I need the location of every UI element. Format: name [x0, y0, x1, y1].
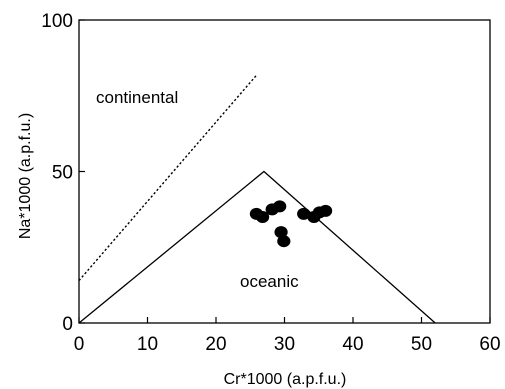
y-tick-label: 0: [62, 314, 73, 335]
oceanic-boundary-line: [78, 170, 436, 324]
y-axis-title: Na*1000 (a.p.f.u.): [17, 113, 34, 239]
x-tick-label: 50: [411, 334, 432, 355]
data-point: [319, 204, 333, 217]
x-tick-label: 60: [479, 334, 500, 355]
x-tick-label: 30: [274, 334, 295, 355]
data-point: [255, 210, 270, 223]
region-label-continental: continental: [96, 88, 178, 107]
data-point: [274, 226, 288, 239]
x-tick-label: 40: [342, 334, 363, 355]
data-point: [277, 235, 291, 248]
y-tick-label: 50: [52, 163, 73, 184]
x-axis-title: Cr*1000 (a.p.f.u.): [224, 371, 347, 388]
y-tick-label: 100: [41, 11, 73, 32]
data-point: [273, 200, 287, 213]
data-point: [297, 207, 311, 220]
region-label-oceanic: oceanic: [240, 272, 299, 291]
continental-boundary-line: [78, 74, 258, 282]
x-tick-label: 10: [137, 334, 158, 355]
x-tick-label: 20: [205, 334, 226, 355]
plot-layer: 0 10 20 30 40 50 60 0 50 100: [41, 11, 500, 355]
x-tick-label: 0: [74, 334, 85, 355]
